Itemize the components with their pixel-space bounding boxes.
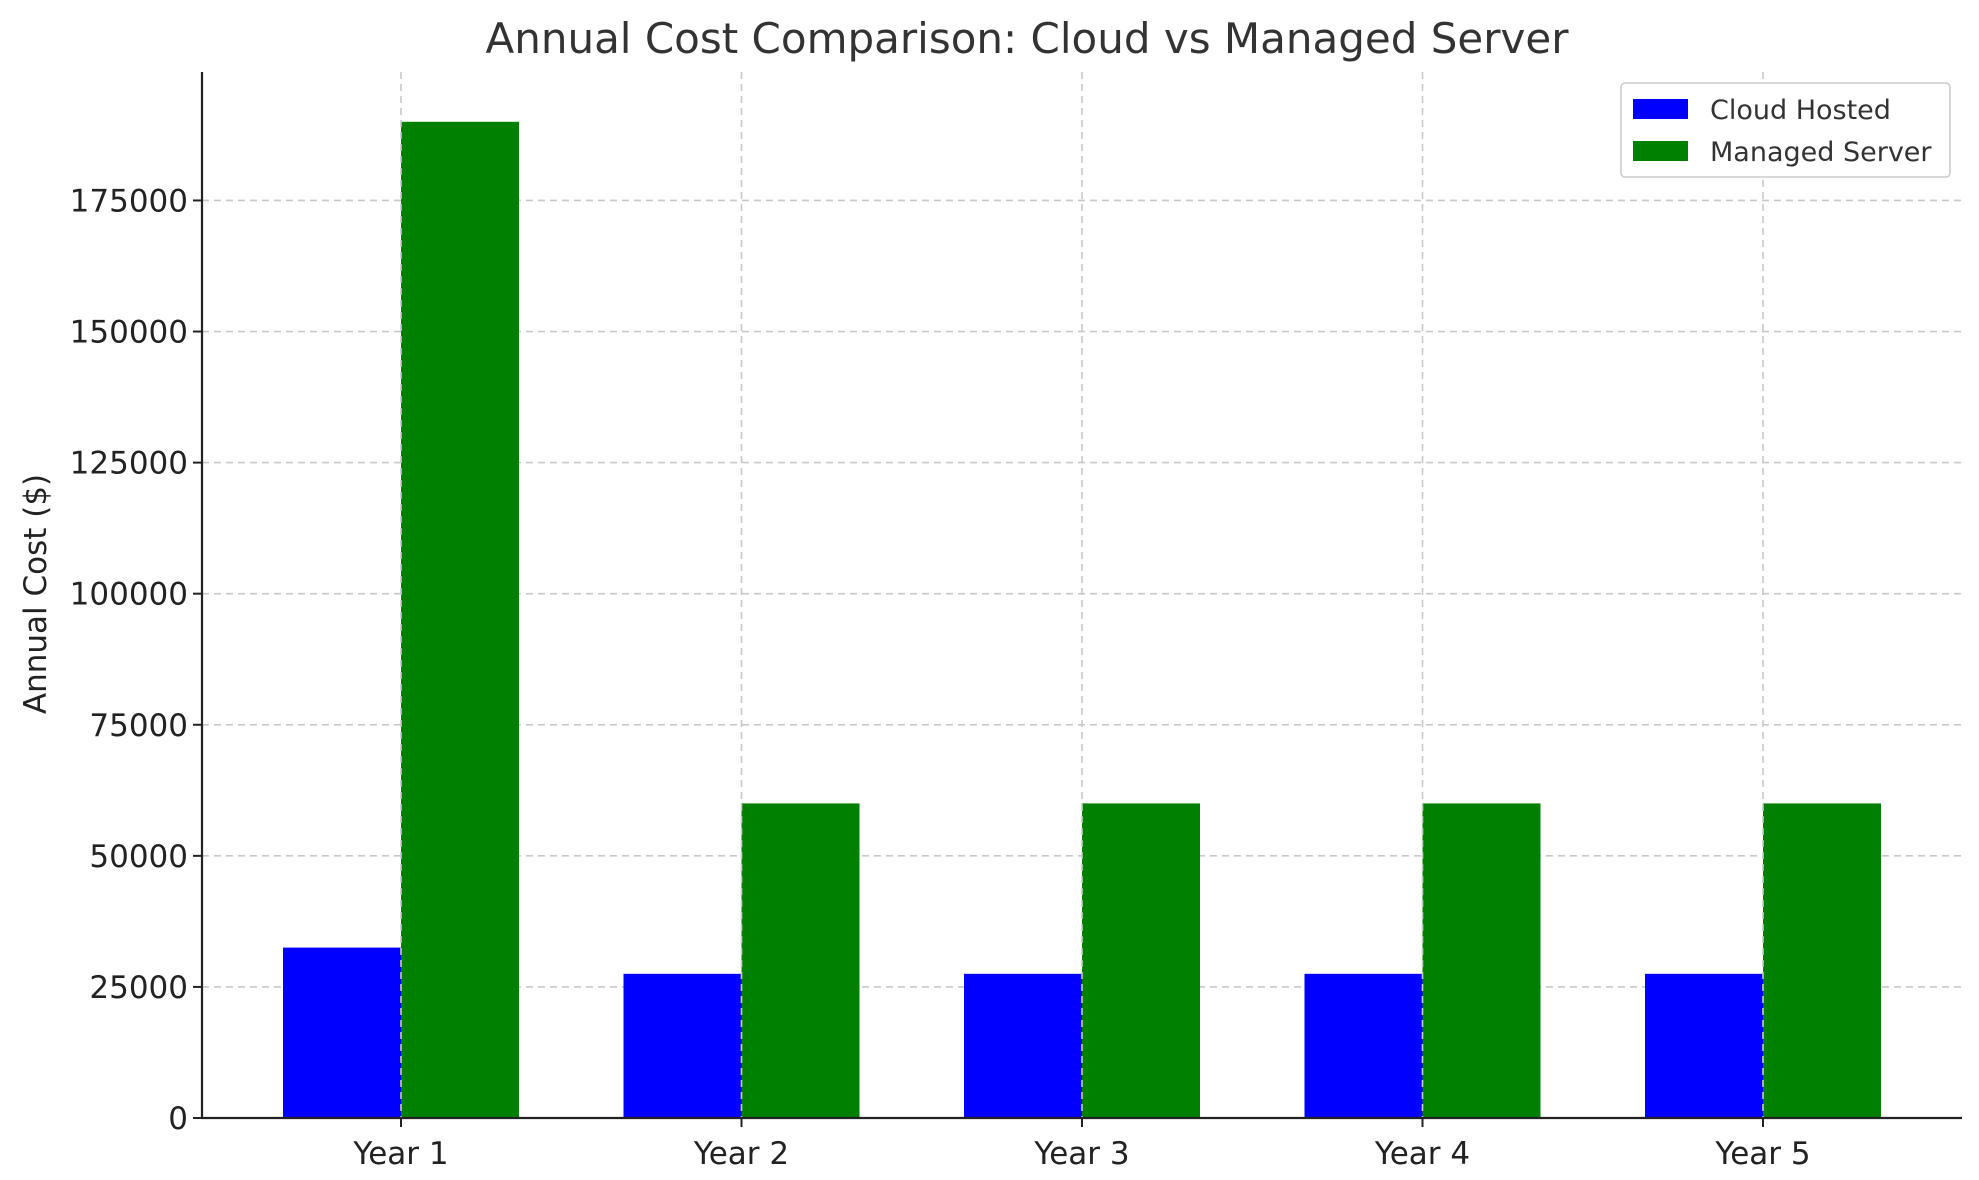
bar-managed-server: [401, 121, 519, 1119]
vertical-grid: [400, 72, 1764, 1118]
bar-cloud-hosted: [1645, 973, 1763, 1118]
chart-title: Annual Cost Comparison: Cloud vs Managed…: [485, 14, 1569, 63]
bar-cloud-hosted: [283, 947, 401, 1118]
legend-swatch: [1633, 99, 1688, 119]
y-tick-label: 175000: [70, 183, 188, 219]
bar-managed-server: [1422, 803, 1541, 1118]
y-tick-label: 150000: [70, 315, 188, 351]
y-tick-label: 25000: [89, 970, 188, 1006]
bars: [283, 121, 1881, 1119]
bar-cloud-hosted: [964, 973, 1082, 1118]
y-tick-label: 50000: [89, 839, 188, 875]
bar-managed-server: [741, 803, 860, 1118]
legend-label: Cloud Hosted: [1710, 95, 1891, 126]
bar-managed-server: [1763, 803, 1881, 1118]
y-tick-label: 125000: [70, 446, 188, 482]
y-tick-label: 0: [168, 1101, 188, 1137]
x-tick-label: Year 3: [1033, 1136, 1129, 1172]
legend-swatch: [1633, 141, 1688, 161]
bar-cloud-hosted: [1304, 973, 1423, 1118]
legend-label: Managed Server: [1710, 137, 1932, 168]
y-axis-label: Annual Cost ($): [18, 474, 54, 714]
ticks: 0 25000 50000 75000 100000 125000 150000 175000…: [70, 183, 1811, 1172]
x-tick-label: Year 1: [352, 1136, 448, 1172]
y-tick-label: 75000: [89, 708, 188, 744]
legend-box: [1620, 82, 1951, 178]
bar-managed-server: [1082, 803, 1200, 1118]
x-tick-label: Year 5: [1714, 1136, 1810, 1172]
legend: Cloud Hosted Managed Server: [1620, 82, 1951, 178]
x-tick-label: Year 2: [693, 1136, 789, 1172]
bar-cloud-hosted: [623, 973, 742, 1118]
x-tick-label: Year 4: [1374, 1136, 1470, 1172]
y-tick-label: 100000: [70, 577, 188, 613]
